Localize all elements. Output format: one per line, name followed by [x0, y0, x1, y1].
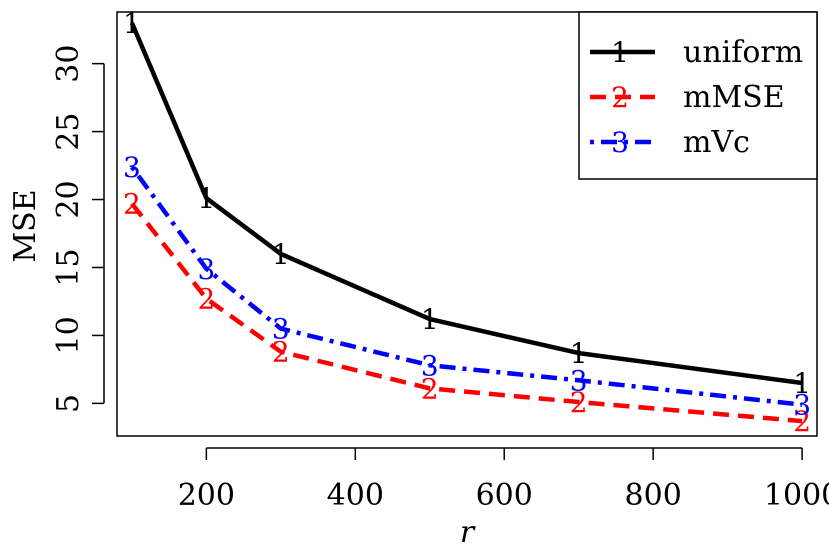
- legend-label-mvc: mVc: [683, 125, 750, 160]
- y-axis-title: MSE: [8, 189, 43, 262]
- data-point-mmse: 2: [793, 405, 811, 438]
- series-line-mmse: [130, 202, 803, 424]
- y-tick-label: 30: [51, 45, 86, 83]
- y-tick-label: 5: [51, 394, 86, 413]
- x-tick-label: 600: [476, 478, 533, 513]
- legend-label-uniform: uniform: [683, 35, 803, 70]
- y-tick-label: 25: [51, 113, 86, 151]
- data-point-mvc: 3: [421, 349, 439, 382]
- data-point-mvc: 3: [197, 253, 215, 286]
- data-point-mmse: 2: [123, 188, 141, 221]
- legend-label-mmse: mMSE: [683, 80, 785, 115]
- data-point-mmse: 2: [570, 386, 588, 419]
- legend-marker: 3: [611, 126, 629, 159]
- data-point-uniform: 1: [197, 182, 215, 215]
- data-point-uniform: 1: [793, 367, 811, 400]
- legend: 1 uniform 2 mMSE 3 mVc: [578, 11, 818, 180]
- data-point-mmse: 2: [272, 336, 290, 369]
- data-point-mmse: 2: [421, 372, 439, 405]
- data-point-mvc: 3: [272, 313, 290, 346]
- legend-marker: 1: [611, 36, 629, 69]
- legend-marker: 2: [611, 81, 629, 114]
- data-point-mmse: 2: [197, 283, 215, 316]
- series-line-uniform: [129, 22, 803, 386]
- data-point-mvc: 3: [570, 364, 588, 397]
- data-point-uniform: 1: [123, 7, 141, 40]
- x-tick-label: 800: [625, 478, 682, 513]
- series-line-mvc: [130, 165, 803, 407]
- data-point-mvc: 3: [793, 389, 811, 422]
- data-point-uniform: 1: [421, 303, 439, 336]
- data-point-mvc: 3: [123, 151, 141, 184]
- x-tick-label: 200: [178, 478, 235, 513]
- y-tick-label: 10: [51, 316, 86, 354]
- x-tick-label: 1000: [764, 478, 829, 513]
- y-axis: 5 10 15 20 25 30: [51, 45, 105, 413]
- data-point-uniform: 1: [272, 238, 290, 271]
- y-tick-label: 15: [51, 248, 86, 286]
- x-tick-label: 400: [327, 478, 384, 513]
- y-tick-label: 20: [51, 180, 86, 218]
- x-axis-title: r: [460, 515, 476, 550]
- data-point-uniform: 1: [570, 337, 588, 370]
- x-axis: 200 400 600 800 1000: [178, 447, 829, 513]
- plot-frame: [116, 11, 818, 437]
